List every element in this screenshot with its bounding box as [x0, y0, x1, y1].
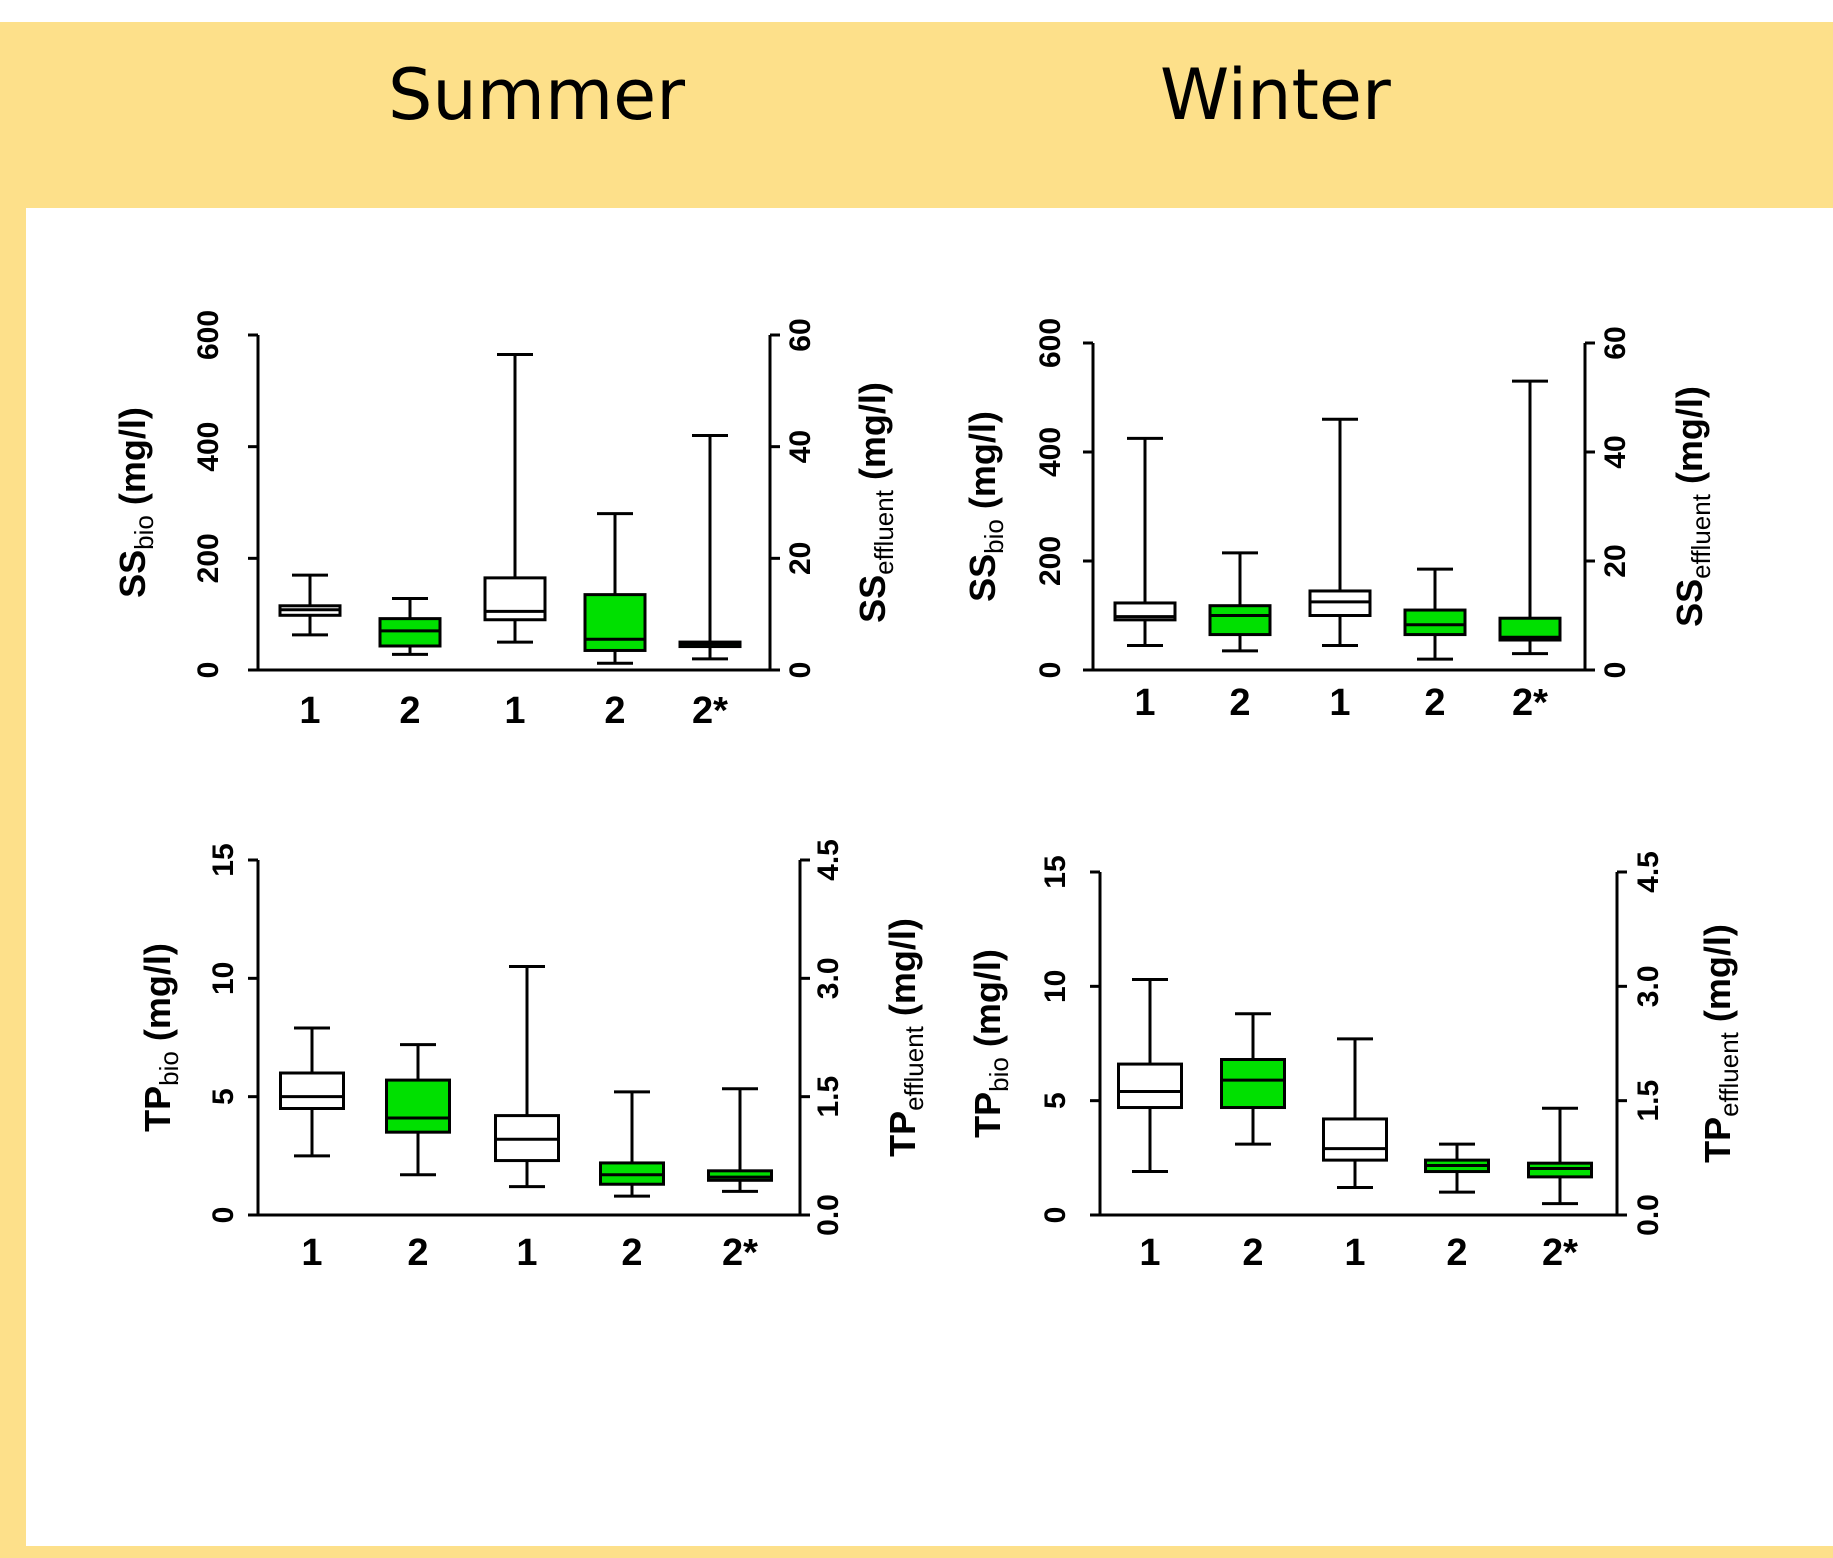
- right-tick-label: 3.0: [812, 957, 845, 999]
- right-tick-label: 3.0: [1632, 965, 1665, 1007]
- left-tick-label: 400: [192, 422, 225, 472]
- category-label: 1: [299, 690, 320, 732]
- left-tick-label: 10: [207, 962, 240, 995]
- left-axis-title: SSbio (mg/l): [112, 407, 159, 598]
- category-label: 1: [516, 1232, 537, 1274]
- box-iqr: [279, 1071, 345, 1110]
- right-axis-title: SSeffluent (mg/l): [1669, 386, 1716, 627]
- category-label: 1: [1344, 1232, 1365, 1274]
- category-label: 2: [399, 690, 420, 732]
- right-tick-label: 1.5: [812, 1076, 845, 1118]
- left-axis-title: TPbio (mg/l): [967, 949, 1014, 1138]
- right-tick-label: 0.0: [812, 1194, 845, 1236]
- right-tick-label: 40: [784, 430, 817, 463]
- right-tick-label: 0: [784, 662, 817, 679]
- plot-area: [26, 208, 1833, 1546]
- left-tick-label: 200: [192, 533, 225, 583]
- right-axis-title: TPeffluent (mg/l): [882, 918, 929, 1157]
- category-label: 2: [1242, 1232, 1263, 1274]
- category-label: 1: [504, 690, 525, 732]
- left-tick-label: 10: [1039, 970, 1072, 1003]
- right-tick-label: 4.5: [1632, 851, 1665, 893]
- box-iqr: [1322, 1117, 1388, 1162]
- left-tick-label: 0: [1034, 662, 1067, 679]
- right-tick-label: 0: [1599, 662, 1632, 679]
- right-tick-label: 20: [1599, 544, 1632, 577]
- category-label: 2: [1424, 682, 1445, 724]
- left-tick-label: 5: [1039, 1092, 1072, 1109]
- right-tick-label: 60: [1599, 326, 1632, 359]
- left-axis-title: SSbio (mg/l): [962, 411, 1009, 602]
- left-tick-label: 0: [192, 662, 225, 679]
- category-label: 2*: [722, 1232, 758, 1274]
- left-tick-label: 15: [207, 843, 240, 876]
- left-tick-label: 600: [1034, 318, 1067, 368]
- right-tick-label: 4.5: [812, 839, 845, 881]
- left-axis-title: TPbio (mg/l): [137, 943, 184, 1132]
- right-tick-label: 0.0: [1632, 1194, 1665, 1236]
- left-tick-label: 400: [1034, 427, 1067, 477]
- category-label: 2*: [692, 690, 728, 732]
- left-tick-label: 600: [192, 310, 225, 360]
- box-iqr: [1117, 1062, 1183, 1110]
- left-tick-label: 5: [207, 1088, 240, 1105]
- summer-header: Summer: [388, 54, 686, 136]
- left-tick-label: 0: [207, 1207, 240, 1224]
- category-label: 1: [301, 1232, 322, 1274]
- right-axis-title: TPeffluent (mg/l): [1697, 924, 1744, 1163]
- left-tick-label: 200: [1034, 536, 1067, 586]
- category-label: 2*: [1512, 682, 1548, 724]
- category-label: 2: [407, 1232, 428, 1274]
- right-tick-label: 20: [784, 542, 817, 575]
- right-tick-label: 40: [1599, 435, 1632, 468]
- category-label: 2: [604, 690, 625, 732]
- box-iqr: [1220, 1058, 1286, 1110]
- category-label: 1: [1139, 1232, 1160, 1274]
- box-iqr: [385, 1078, 451, 1134]
- left-tick-label: 0: [1039, 1207, 1072, 1224]
- box-iqr: [1498, 616, 1562, 642]
- category-label: 2: [621, 1232, 642, 1274]
- box-iqr: [707, 1169, 773, 1182]
- category-label: 2: [1446, 1232, 1467, 1274]
- category-label: 2: [1229, 682, 1250, 724]
- category-label: 1: [1329, 682, 1350, 724]
- winter-header: Winter: [1160, 54, 1391, 136]
- box-iqr: [1403, 608, 1467, 637]
- right-tick-label: 1.5: [1632, 1080, 1665, 1122]
- box-iqr: [1208, 604, 1272, 637]
- category-label: 1: [1134, 682, 1155, 724]
- right-tick-label: 60: [784, 318, 817, 351]
- box-iqr: [583, 593, 647, 652]
- box-iqr: [483, 576, 547, 622]
- category-label: 2*: [1542, 1232, 1578, 1274]
- box-iqr: [1527, 1161, 1593, 1179]
- left-tick-label: 15: [1039, 855, 1072, 888]
- right-axis-title: SSeffluent (mg/l): [852, 382, 899, 623]
